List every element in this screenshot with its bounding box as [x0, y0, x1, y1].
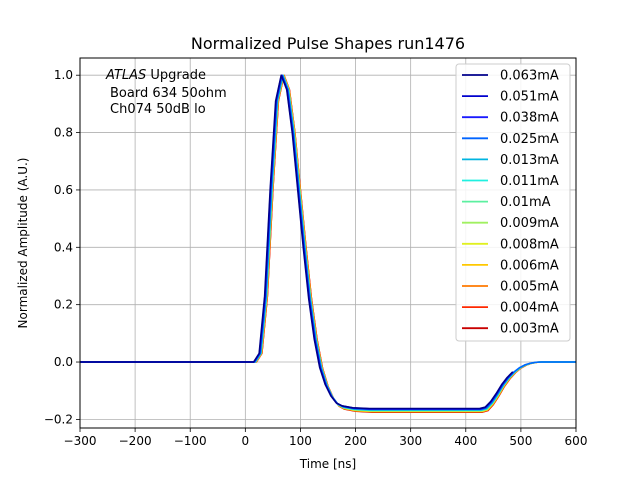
- x-tick-label: −200: [119, 434, 152, 448]
- y-tick-label: 0.6: [54, 183, 73, 197]
- x-tick-label: 500: [509, 434, 532, 448]
- legend-label: 0.011mA: [500, 174, 559, 189]
- legend-label: 0.008mA: [500, 237, 559, 252]
- board-label: Board 634 50ohm: [110, 86, 227, 101]
- x-tick-label: −300: [64, 434, 97, 448]
- x-tick-label: 200: [344, 434, 367, 448]
- channel-label: Ch074 50dB lo: [110, 102, 206, 117]
- y-tick-label: 0.2: [54, 298, 73, 312]
- series-line: [80, 74, 514, 410]
- legend: 0.063mA 0.051mA 0.038mA 0.025mA 0.013mA 0.011…: [455, 63, 571, 342]
- y-axis-label: Normalized Amplitude (A.U.): [16, 158, 30, 329]
- legend-box: [455, 63, 571, 342]
- x-tick-label: −100: [174, 434, 207, 448]
- x-tick-label: 300: [399, 434, 422, 448]
- legend-label: 0.009mA: [500, 216, 559, 231]
- legend-label: 0.003mA: [500, 322, 559, 337]
- y-tick-label: 0.8: [54, 126, 73, 140]
- legend-label: 0.051mA: [500, 90, 559, 105]
- x-tick-label: 0: [242, 434, 250, 448]
- x-tick-label: 400: [454, 434, 477, 448]
- y-tick-label: 0.4: [54, 240, 73, 254]
- y-tick-label: 1.0: [54, 68, 73, 82]
- chart-title: Normalized Pulse Shapes run1476: [191, 34, 465, 53]
- upgrade-label: Upgrade: [146, 68, 206, 83]
- legend-label: 0.005mA: [500, 280, 559, 295]
- atlas-annotation: ATLAS Upgrade Board 634 50ohm Ch074 50dB…: [105, 68, 227, 117]
- series-lines: [80, 74, 576, 413]
- x-tick-label: 100: [289, 434, 312, 448]
- axis-ticks: −300 −200 −100 0 100 200 300 400 500 600 −0.2 0.0 0.…: [44, 68, 588, 448]
- legend-label: 0.01mA: [500, 195, 551, 210]
- atlas-label: ATLAS: [105, 68, 146, 83]
- legend-label: 0.013mA: [500, 153, 559, 168]
- y-tick-label: −0.2: [44, 412, 73, 426]
- svg-text:ATLAS Upgrade: ATLAS Upgrade: [105, 68, 206, 83]
- y-tick-label: 0.0: [54, 355, 73, 369]
- legend-label: 0.038mA: [500, 111, 559, 126]
- x-tick-label: 600: [565, 434, 588, 448]
- plot-frame: [79, 57, 577, 429]
- legend-label: 0.006mA: [500, 258, 559, 273]
- legend-label: 0.004mA: [500, 301, 559, 316]
- x-axis-label: Time [ns]: [299, 457, 356, 471]
- legend-label: 0.025mA: [500, 132, 559, 147]
- legend-label: 0.063mA: [500, 69, 559, 84]
